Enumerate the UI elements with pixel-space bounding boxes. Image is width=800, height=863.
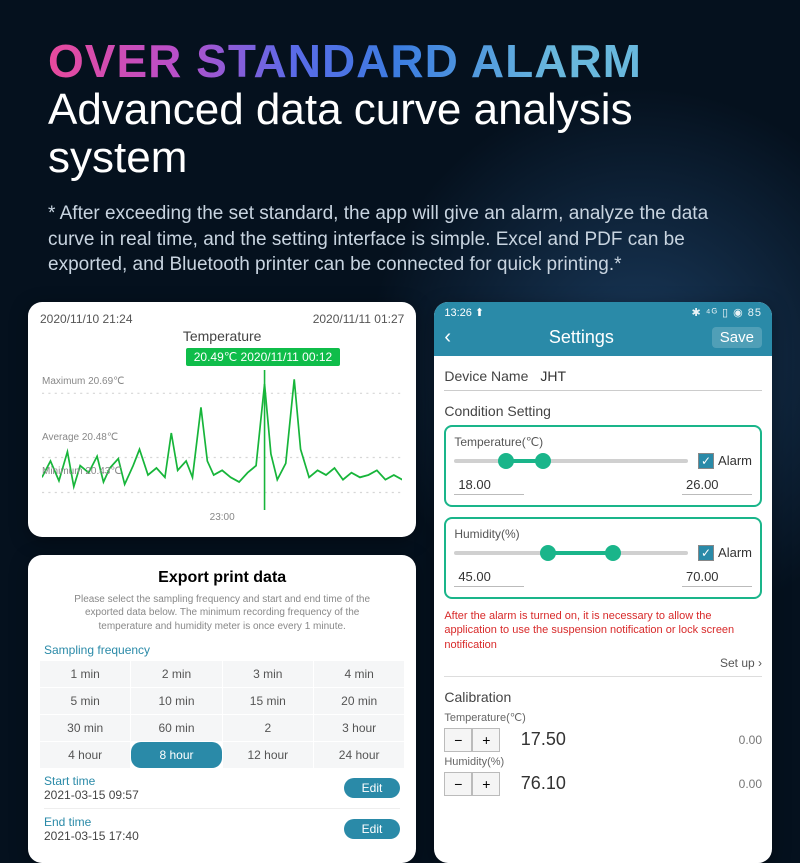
humidity-high-value[interactable]: 70.00 <box>682 567 752 587</box>
frequency-option[interactable]: 1 min <box>40 661 130 687</box>
sampling-frequency-label: Sampling frequency <box>44 643 404 657</box>
calib-temp-label: Temperature(℃) <box>444 711 762 724</box>
status-icons: ✱ ⁴ᴳ ▯ ◉ 85 <box>691 306 762 319</box>
temperature-high-value[interactable]: 26.00 <box>682 475 752 495</box>
calib-temp-offset: 0.00 <box>739 733 762 747</box>
temperature-slider[interactable] <box>454 459 688 463</box>
page-title-gradient: OVER STANDARD ALARM <box>48 38 752 84</box>
calib-temp-plus-button[interactable]: + <box>472 728 500 752</box>
frequency-option[interactable]: 5 min <box>40 688 130 714</box>
upload-icon: ⬆ <box>475 307 484 319</box>
settings-screen: 13:26 ⬆ ✱ ⁴ᴳ ▯ ◉ 85 ‹ Settings Save Devi… <box>434 302 772 863</box>
humidity-slider[interactable] <box>454 551 688 555</box>
back-icon[interactable]: ‹ <box>444 327 451 347</box>
calib-temp-minus-button[interactable]: − <box>444 728 472 752</box>
end-time-value: 2021-03-15 17:40 <box>44 829 139 843</box>
chart-xaxis-label: 23:00 <box>40 512 404 523</box>
frequency-option[interactable]: 15 min <box>223 688 313 714</box>
chart-avg-label: Average 20.48℃ <box>42 432 118 443</box>
frequency-option[interactable]: 2 min <box>131 661 221 687</box>
humidity-condition-box: Humidity(%) ✓ Alarm 45.00 <box>444 517 762 599</box>
start-time-edit-button[interactable]: Edit <box>344 778 401 798</box>
settings-title: Settings <box>549 327 614 348</box>
calib-hum-plus-button[interactable]: + <box>472 772 500 796</box>
chart-max-label: Maximum 20.69℃ <box>42 376 124 387</box>
condition-setting-label: Condition Setting <box>444 403 762 419</box>
humidity-low-value[interactable]: 45.00 <box>454 567 524 587</box>
export-description: Please select the sampling frequency and… <box>40 593 404 634</box>
calib-temp-value: 17.50 <box>508 729 578 750</box>
end-time-label: End time <box>44 815 139 829</box>
temperature-slider-low-thumb[interactable] <box>498 453 514 469</box>
calib-hum-minus-button[interactable]: − <box>444 772 472 796</box>
temperature-slider-high-thumb[interactable] <box>535 453 551 469</box>
frequency-option[interactable]: 60 min <box>131 715 221 741</box>
chart-area[interactable]: Maximum 20.69℃ Average 20.48℃ Minimum 20… <box>42 370 402 510</box>
humidity-alarm-checkbox[interactable]: ✓ <box>698 545 714 561</box>
setup-link[interactable]: Set up › <box>444 656 762 677</box>
start-time-value: 2021-03-15 09:57 <box>44 788 139 802</box>
export-card: Export print data Please select the samp… <box>28 555 416 863</box>
temperature-range-label: Temperature(℃) <box>454 435 752 449</box>
frequency-option[interactable]: 3 min <box>223 661 313 687</box>
humidity-slider-low-thumb[interactable] <box>540 545 556 561</box>
frequency-option[interactable]: 30 min <box>40 715 130 741</box>
sampling-frequency-grid: 1 min2 min3 min4 min 5 min10 min15 min20 … <box>40 661 404 768</box>
humidity-range-label: Humidity(%) <box>454 527 752 541</box>
frequency-option[interactable]: 4 hour <box>40 742 130 768</box>
calibration-label: Calibration <box>444 689 762 705</box>
temperature-chart-card: 2020/11/10 21:24 2020/11/11 01:27 Temper… <box>28 302 416 537</box>
frequency-option[interactable]: 2 <box>223 715 313 741</box>
frequency-option[interactable]: 24 hour <box>314 742 404 768</box>
frequency-option[interactable]: 10 min <box>131 688 221 714</box>
alarm-warning-text: After the alarm is turned on, it is nece… <box>444 609 762 652</box>
page-subtitle: Advanced data curve analysis system <box>48 86 752 181</box>
device-name-label: Device Name <box>444 368 528 384</box>
calib-hum-label: Humidity(%) <box>444 756 762 768</box>
frequency-option[interactable]: 12 hour <box>223 742 313 768</box>
humidity-slider-high-thumb[interactable] <box>605 545 621 561</box>
temperature-low-value[interactable]: 18.00 <box>454 475 524 495</box>
end-time-edit-button[interactable]: Edit <box>344 819 401 839</box>
frequency-option[interactable]: 20 min <box>314 688 404 714</box>
chart-tooltip: 20.49℃ 2020/11/11 00:12 <box>186 348 340 366</box>
export-title: Export print data <box>40 569 404 587</box>
status-time: 13:26 <box>444 307 472 319</box>
temperature-condition-box: Temperature(℃) ✓ Alarm 18.00 <box>444 425 762 507</box>
humidity-alarm-label: Alarm <box>718 545 752 560</box>
frequency-option[interactable]: 8 hour <box>131 742 221 768</box>
chart-min-label: Minimum 20.43℃ <box>42 466 122 477</box>
temperature-alarm-label: Alarm <box>718 453 752 468</box>
chart-time-right: 2020/11/11 01:27 <box>313 312 405 326</box>
device-name-value[interactable]: JHT <box>540 368 566 384</box>
chart-time-left: 2020/11/10 21:24 <box>40 312 133 326</box>
start-time-label: Start time <box>44 774 139 788</box>
save-button[interactable]: Save <box>712 327 762 348</box>
calib-hum-value: 76.10 <box>508 773 578 794</box>
chart-title: Temperature <box>40 328 404 344</box>
status-bar: 13:26 ⬆ ✱ ⁴ᴳ ▯ ◉ 85 <box>434 302 772 321</box>
temperature-alarm-checkbox[interactable]: ✓ <box>698 453 714 469</box>
frequency-option[interactable]: 4 min <box>314 661 404 687</box>
calib-hum-offset: 0.00 <box>739 777 762 791</box>
page-description: * After exceeding the set standard, the … <box>0 189 800 278</box>
frequency-option[interactable]: 3 hour <box>314 715 404 741</box>
